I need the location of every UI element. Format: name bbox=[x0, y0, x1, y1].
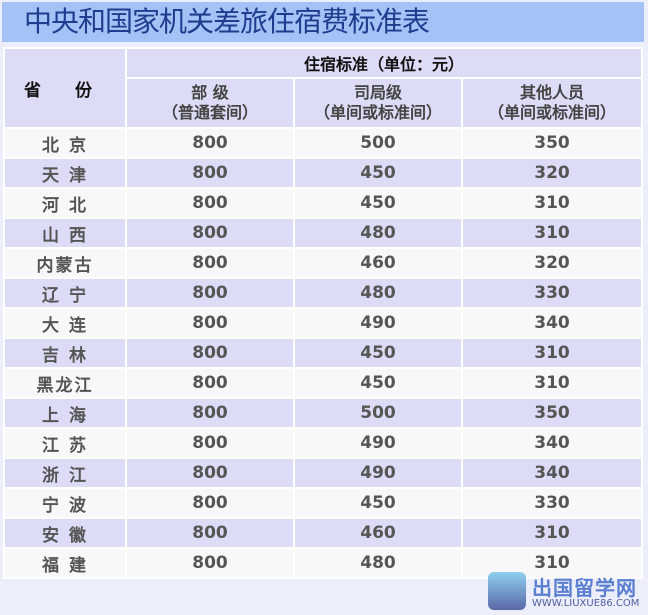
table-row: 河 北 800 450 310 bbox=[3, 187, 643, 219]
watermark: 出国留学网 WWW.LIUXUE86.COM bbox=[488, 572, 648, 615]
province-cell: 上 海 bbox=[3, 397, 127, 429]
province-cell: 吉 林 bbox=[3, 337, 127, 369]
rate-cell: 480 bbox=[293, 547, 463, 579]
rate-cell: 350 bbox=[461, 127, 643, 159]
rate-cell: 350 bbox=[461, 397, 643, 429]
table-row: 内蒙古 800 460 320 bbox=[3, 247, 643, 279]
province-cell: 山 西 bbox=[3, 217, 127, 249]
rate-cell: 450 bbox=[293, 367, 463, 399]
rate-cell: 460 bbox=[293, 247, 463, 279]
table-row: 辽 宁 800 480 330 bbox=[3, 277, 643, 309]
province-cell: 江 苏 bbox=[3, 427, 127, 459]
table-row: 天 津 800 450 320 bbox=[3, 157, 643, 189]
table-row: 吉 林 800 450 310 bbox=[3, 337, 643, 369]
rate-cell: 310 bbox=[461, 517, 643, 549]
rate-cell: 800 bbox=[125, 187, 295, 219]
column-subtitle: （普通套间） bbox=[161, 103, 258, 122]
rate-cell: 330 bbox=[461, 277, 643, 309]
page-title: 中央和国家机关差旅住宿费标准表 bbox=[2, 2, 644, 42]
province-cell: 宁 波 bbox=[3, 487, 127, 519]
watermark-name: 出国留学网 bbox=[532, 576, 637, 600]
column-subtitle: （单间或标准间） bbox=[487, 103, 616, 122]
rate-cell: 310 bbox=[461, 187, 643, 219]
rate-cell: 340 bbox=[461, 427, 643, 459]
rate-cell: 490 bbox=[293, 457, 463, 489]
column-header: 司局级 （单间或标准间） bbox=[293, 77, 463, 129]
column-header: 其他人员 （单间或标准间） bbox=[461, 77, 643, 129]
column-subtitle: （单间或标准间） bbox=[313, 103, 442, 122]
rate-cell: 340 bbox=[461, 307, 643, 339]
rate-cell: 800 bbox=[125, 457, 295, 489]
rate-cell: 310 bbox=[461, 367, 643, 399]
rate-cell: 800 bbox=[125, 127, 295, 159]
rate-cell: 320 bbox=[461, 247, 643, 279]
rate-cell: 310 bbox=[461, 217, 643, 249]
province-cell: 安 徽 bbox=[3, 517, 127, 549]
rate-cell: 310 bbox=[461, 337, 643, 369]
table-row: 江 苏 800 490 340 bbox=[3, 427, 643, 459]
rate-cell: 800 bbox=[125, 217, 295, 249]
rate-cell: 800 bbox=[125, 397, 295, 429]
rate-cell: 800 bbox=[125, 367, 295, 399]
province-cell: 河 北 bbox=[3, 187, 127, 219]
table-row: 山 西 800 480 310 bbox=[3, 217, 643, 249]
column-title: 司局级 bbox=[353, 83, 402, 102]
table-row: 北 京 800 500 350 bbox=[3, 127, 643, 159]
table-row: 福 建 800 480 310 bbox=[3, 547, 643, 579]
rate-cell: 800 bbox=[125, 337, 295, 369]
watermark-url: WWW.LIUXUE86.COM bbox=[532, 598, 640, 609]
province-cell: 北 京 bbox=[3, 127, 127, 159]
rate-cell: 480 bbox=[293, 217, 463, 249]
accommodation-table: 省 份 住宿标准（单位：元） 部 级（普通套间） 司局级 （单间或标准间） 其他人员（… bbox=[3, 47, 643, 579]
rate-cell: 800 bbox=[125, 547, 295, 579]
rate-cell: 450 bbox=[293, 487, 463, 519]
rate-cell: 800 bbox=[125, 157, 295, 189]
province-cell: 黑龙江 bbox=[3, 367, 127, 399]
rate-cell: 330 bbox=[461, 487, 643, 519]
rate-cell: 460 bbox=[293, 517, 463, 549]
rate-cell: 340 bbox=[461, 457, 643, 489]
table-row: 大 连 800 490 340 bbox=[3, 307, 643, 339]
rate-cell: 800 bbox=[125, 277, 295, 309]
table-row: 安 徽 800 460 310 bbox=[3, 517, 643, 549]
rate-cell: 800 bbox=[125, 517, 295, 549]
rate-cell: 500 bbox=[293, 397, 463, 429]
province-cell: 天 津 bbox=[3, 157, 127, 189]
table-row: 黑龙江 800 450 310 bbox=[3, 367, 643, 399]
province-header: 省 份 bbox=[3, 47, 127, 129]
rate-cell: 450 bbox=[293, 337, 463, 369]
column-header: 部 级（普通套间） bbox=[125, 77, 295, 129]
rate-cell: 800 bbox=[125, 427, 295, 459]
rate-cell: 490 bbox=[293, 307, 463, 339]
province-cell: 大 连 bbox=[3, 307, 127, 339]
column-title: 部 级 bbox=[191, 83, 229, 102]
logo-icon bbox=[488, 572, 526, 610]
table-row: 浙 江 800 490 340 bbox=[3, 457, 643, 489]
rate-cell: 490 bbox=[293, 427, 463, 459]
column-title: 其他人员 bbox=[519, 83, 584, 102]
province-cell: 辽 宁 bbox=[3, 277, 127, 309]
table-row: 宁 波 800 450 330 bbox=[3, 487, 643, 519]
province-cell: 福 建 bbox=[3, 547, 127, 579]
rate-cell: 800 bbox=[125, 307, 295, 339]
province-cell: 内蒙古 bbox=[3, 247, 127, 279]
rate-cell: 450 bbox=[293, 187, 463, 219]
rate-cell: 500 bbox=[293, 127, 463, 159]
table-row: 上 海 800 500 350 bbox=[3, 397, 643, 429]
rate-cell: 320 bbox=[461, 157, 643, 189]
rate-cell: 450 bbox=[293, 157, 463, 189]
rate-cell: 480 bbox=[293, 277, 463, 309]
standard-header: 住宿标准（单位：元） bbox=[125, 47, 643, 79]
rate-cell: 800 bbox=[125, 487, 295, 519]
rate-cell: 800 bbox=[125, 247, 295, 279]
province-cell: 浙 江 bbox=[3, 457, 127, 489]
